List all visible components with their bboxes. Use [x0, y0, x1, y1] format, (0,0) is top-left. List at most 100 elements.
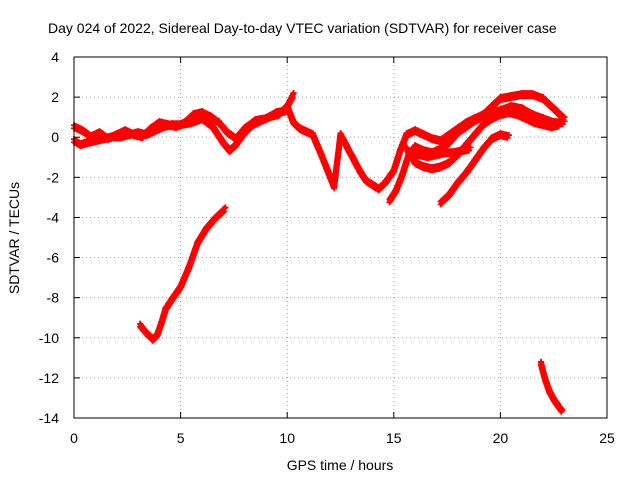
data-point: [420, 130, 427, 137]
data-point: [284, 102, 291, 109]
series-track-6: [407, 144, 474, 162]
data-point: [505, 108, 512, 115]
y-tick-label: -6: [47, 250, 60, 266]
data-point: [518, 90, 525, 97]
data-point: [273, 108, 280, 115]
data-series: [71, 90, 568, 415]
data-point: [122, 126, 129, 133]
x-tick-label: 10: [279, 430, 295, 446]
y-tick-label: 2: [51, 89, 59, 105]
data-point: [412, 126, 419, 133]
data-point: [441, 148, 448, 155]
grid-lines: [74, 57, 607, 418]
data-point: [531, 118, 538, 125]
data-point: [386, 196, 393, 203]
data-point: [252, 116, 259, 123]
data-point: [550, 104, 557, 111]
data-point: [463, 168, 470, 175]
data-point: [222, 204, 229, 211]
y-tick-label: 0: [51, 129, 59, 145]
data-point: [181, 118, 188, 125]
data-point: [337, 130, 344, 137]
data-point: [149, 334, 156, 341]
data-point: [488, 114, 495, 121]
x-tick-label: 0: [70, 430, 78, 446]
data-point: [446, 138, 453, 145]
data-point: [424, 152, 431, 159]
data-point: [505, 132, 512, 139]
data-point: [471, 156, 478, 163]
y-tick-label: -4: [47, 209, 60, 225]
data-point: [262, 114, 269, 121]
axis-ticks: 0 5 10 15 20 25 -14 -12 -10 -8 -6 -4 -2 0 2 4: [39, 49, 615, 446]
data-point: [399, 170, 406, 177]
data-point: [233, 134, 240, 141]
data-point: [224, 128, 231, 135]
data-point: [83, 138, 90, 145]
data-point: [508, 102, 515, 109]
data-point: [450, 148, 457, 155]
data-point: [186, 262, 193, 269]
data-point: [540, 94, 547, 101]
data-point: [463, 122, 470, 129]
plot-frame: [73, 56, 608, 419]
data-point: [433, 150, 440, 157]
data-point: [480, 120, 487, 127]
data-point: [557, 120, 564, 127]
data-point: [471, 116, 478, 123]
data-point: [437, 144, 444, 151]
data-point: [369, 180, 376, 187]
data-point: [529, 110, 536, 117]
data-point: [480, 112, 487, 119]
data-point: [559, 406, 566, 413]
data-point: [554, 400, 561, 407]
data-point: [162, 304, 169, 311]
data-point: [226, 146, 233, 153]
data-point: [318, 150, 325, 157]
data-point: [79, 126, 86, 133]
y-tick-label: 4: [51, 49, 59, 65]
data-point: [488, 134, 495, 141]
data-point: [382, 178, 389, 185]
data-point: [207, 112, 214, 119]
data-point: [459, 146, 466, 153]
series-track-8: [137, 204, 229, 344]
data-point: [446, 130, 453, 137]
data-point: [420, 146, 427, 153]
data-point: [407, 150, 414, 157]
data-point: [522, 114, 529, 121]
data-point: [143, 328, 150, 335]
data-point: [420, 162, 427, 169]
chart-title: Day 024 of 2022, Sidereal Day-to-day VTE…: [48, 20, 557, 36]
data-point: [429, 164, 436, 171]
data-point: [488, 102, 495, 109]
data-point: [546, 386, 553, 393]
series-track-9: [537, 358, 566, 415]
data-point: [463, 140, 470, 147]
data-point: [548, 122, 555, 129]
data-point: [375, 184, 382, 191]
data-point: [488, 108, 495, 115]
data-point: [331, 182, 338, 189]
data-point: [550, 394, 557, 401]
y-tick-label: -2: [47, 169, 60, 185]
data-point: [113, 130, 120, 137]
data-point: [429, 134, 436, 141]
data-point: [412, 142, 419, 149]
data-point: [497, 110, 504, 117]
data-point: [203, 224, 210, 231]
data-point: [324, 166, 331, 173]
data-point: [169, 294, 176, 301]
data-point: [158, 318, 165, 325]
data-point: [190, 110, 197, 117]
data-point: [194, 238, 201, 245]
y-tick-label: -14: [39, 410, 59, 426]
data-point: [363, 176, 370, 183]
data-point: [529, 90, 536, 97]
data-point: [88, 132, 95, 139]
data-point: [480, 144, 487, 151]
data-point: [514, 110, 521, 117]
data-point: [497, 130, 504, 137]
data-point: [156, 118, 163, 125]
